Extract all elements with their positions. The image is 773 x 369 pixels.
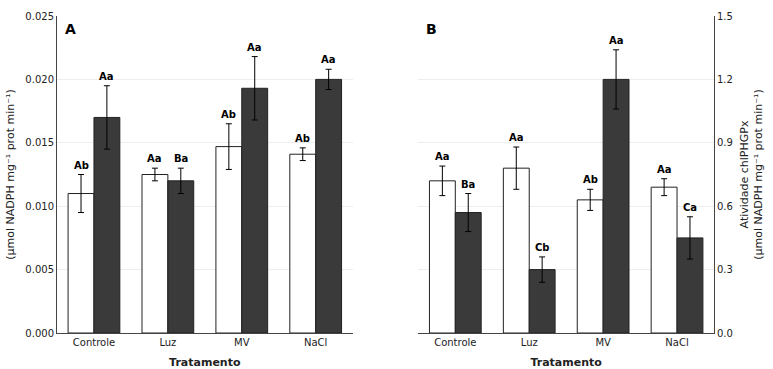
svg-text:Ab: Ab bbox=[295, 133, 310, 144]
svg-text:0.9: 0.9 bbox=[717, 137, 733, 148]
svg-text:MV: MV bbox=[595, 337, 611, 348]
svg-text:A: A bbox=[65, 21, 76, 37]
svg-text:1.5: 1.5 bbox=[717, 11, 733, 22]
svg-text:Aa: Aa bbox=[657, 164, 672, 175]
svg-text:0.000: 0.000 bbox=[25, 328, 54, 339]
svg-text:Ab: Ab bbox=[74, 160, 89, 171]
svg-text:Aa: Aa bbox=[147, 153, 162, 164]
svg-text:Aa: Aa bbox=[609, 35, 624, 46]
svg-text:(μmol NADPH mg⁻¹ prot min⁻¹): (μmol NADPH mg⁻¹ prot min⁻¹) bbox=[4, 89, 17, 259]
svg-text:1.2: 1.2 bbox=[717, 74, 733, 85]
svg-text:NaCl: NaCl bbox=[665, 337, 688, 348]
svg-text:Ab: Ab bbox=[221, 109, 236, 120]
svg-text:Ba: Ba bbox=[461, 179, 475, 190]
svg-text:Luz: Luz bbox=[159, 337, 176, 348]
svg-text:B: B bbox=[426, 21, 437, 37]
svg-text:0.020: 0.020 bbox=[25, 74, 54, 85]
svg-text:0.025: 0.025 bbox=[25, 11, 54, 22]
svg-text:Tratamento: Tratamento bbox=[530, 356, 602, 369]
svg-text:Aa: Aa bbox=[321, 54, 336, 65]
svg-text:Controle: Controle bbox=[73, 337, 115, 348]
svg-text:0.015: 0.015 bbox=[25, 137, 54, 148]
svg-text:MV: MV bbox=[234, 337, 250, 348]
svg-text:0.3: 0.3 bbox=[717, 264, 733, 275]
svg-text:0.6: 0.6 bbox=[717, 201, 733, 212]
svg-text:Ca: Ca bbox=[683, 202, 697, 213]
svg-text:Cb: Cb bbox=[535, 242, 550, 253]
svg-text:0.010: 0.010 bbox=[25, 201, 54, 212]
svg-text:0.005: 0.005 bbox=[25, 264, 54, 275]
svg-text:Aa: Aa bbox=[509, 132, 524, 143]
svg-text:Aa: Aa bbox=[99, 71, 114, 82]
svg-text:NaCl: NaCl bbox=[304, 337, 327, 348]
svg-text:Atividade chlPHGPx(μmol NADPH: Atividade chlPHGPx(μmol NADPH mg⁻¹ prot … bbox=[738, 89, 765, 259]
svg-text:Ab: Ab bbox=[583, 174, 598, 185]
svg-text:Luz: Luz bbox=[521, 337, 538, 348]
svg-text:Aa: Aa bbox=[247, 42, 262, 53]
svg-text:Controle: Controle bbox=[434, 337, 476, 348]
svg-text:Ba: Ba bbox=[174, 153, 188, 164]
svg-text:Tratamento: Tratamento bbox=[169, 356, 241, 369]
svg-text:0.0: 0.0 bbox=[717, 328, 733, 339]
svg-text:Aa: Aa bbox=[435, 151, 450, 162]
